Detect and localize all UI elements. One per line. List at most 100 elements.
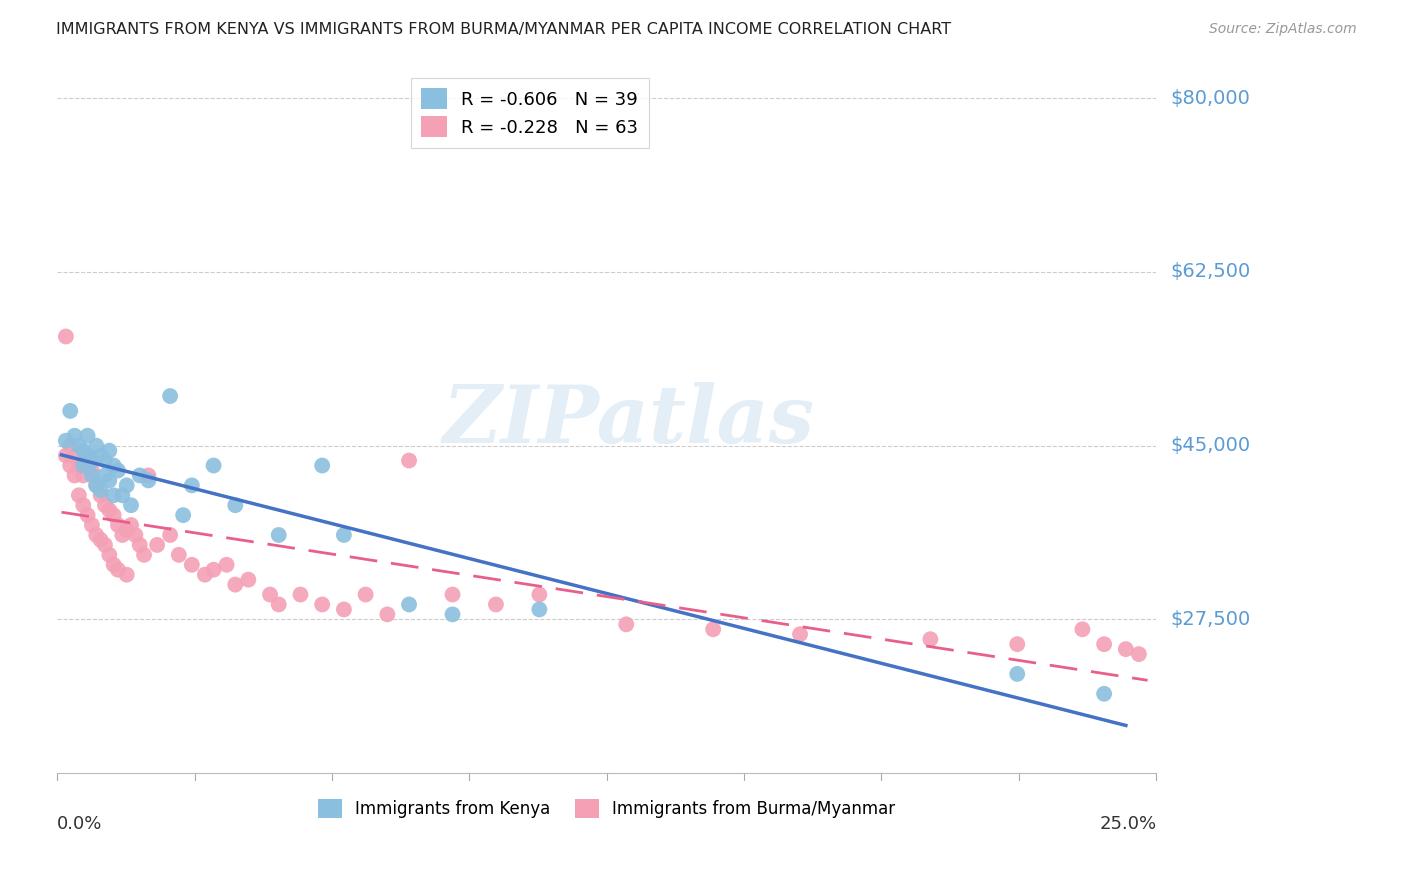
Text: 0.0%: 0.0%: [58, 815, 103, 833]
Point: [103, 458, 125, 473]
Point: [1007, 667, 1029, 681]
Text: $80,000: $80,000: [1170, 89, 1250, 108]
Point: [90, 488, 112, 502]
Point: [94, 468, 117, 483]
Point: [103, 488, 125, 502]
Text: Source: ZipAtlas.com: Source: ZipAtlas.com: [1209, 22, 1357, 37]
Point: [59, 458, 82, 473]
Point: [115, 523, 138, 537]
Point: [115, 478, 138, 492]
Point: [90, 449, 112, 463]
Point: [180, 558, 202, 572]
Point: [94, 498, 117, 512]
Point: [485, 598, 508, 612]
Point: [63, 449, 86, 463]
Point: [1092, 687, 1115, 701]
Point: [146, 538, 169, 552]
Point: [311, 458, 333, 473]
Point: [98, 503, 121, 517]
Point: [80, 468, 103, 483]
Point: [90, 483, 112, 498]
Point: [107, 563, 129, 577]
Point: [76, 508, 98, 523]
Point: [76, 449, 98, 463]
Point: [224, 577, 246, 591]
Point: [63, 429, 86, 443]
Point: [55, 449, 77, 463]
Point: [920, 632, 942, 647]
Point: [614, 617, 637, 632]
Point: [107, 463, 129, 477]
Point: [215, 558, 238, 572]
Text: 25.0%: 25.0%: [1099, 815, 1156, 833]
Point: [120, 518, 142, 533]
Point: [98, 443, 121, 458]
Point: [124, 528, 146, 542]
Point: [789, 627, 811, 641]
Point: [67, 458, 90, 473]
Point: [202, 563, 225, 577]
Point: [159, 389, 181, 403]
Point: [72, 458, 94, 473]
Point: [1115, 642, 1137, 657]
Point: [94, 538, 117, 552]
Point: [441, 607, 464, 622]
Point: [84, 478, 107, 492]
Point: [1007, 637, 1029, 651]
Point: [80, 463, 103, 477]
Point: [72, 498, 94, 512]
Point: [159, 528, 181, 542]
Point: [398, 453, 420, 467]
Legend: Immigrants from Kenya, Immigrants from Burma/Myanmar: Immigrants from Kenya, Immigrants from B…: [312, 792, 901, 825]
Point: [120, 498, 142, 512]
Point: [202, 458, 225, 473]
Point: [90, 533, 112, 547]
Point: [333, 602, 356, 616]
Point: [333, 528, 356, 542]
Text: IMMIGRANTS FROM KENYA VS IMMIGRANTS FROM BURMA/MYANMAR PER CAPITA INCOME CORRELA: IMMIGRANTS FROM KENYA VS IMMIGRANTS FROM…: [56, 22, 952, 37]
Point: [72, 443, 94, 458]
Point: [107, 518, 129, 533]
Point: [267, 528, 290, 542]
Point: [55, 329, 77, 343]
Text: ZIPatlas: ZIPatlas: [443, 382, 814, 459]
Point: [84, 439, 107, 453]
Point: [224, 498, 246, 512]
Point: [111, 488, 134, 502]
Point: [84, 528, 107, 542]
Point: [59, 404, 82, 418]
Text: $45,000: $45,000: [1170, 436, 1250, 455]
Point: [138, 468, 160, 483]
Text: $27,500: $27,500: [1170, 610, 1250, 629]
Point: [59, 439, 82, 453]
Point: [98, 548, 121, 562]
Point: [529, 602, 551, 616]
Point: [1092, 637, 1115, 651]
Point: [55, 434, 77, 448]
Point: [80, 453, 103, 467]
Point: [103, 558, 125, 572]
Point: [76, 429, 98, 443]
Point: [138, 474, 160, 488]
Point: [72, 468, 94, 483]
Point: [398, 598, 420, 612]
Point: [267, 598, 290, 612]
Point: [63, 468, 86, 483]
Point: [354, 588, 377, 602]
Text: $62,500: $62,500: [1170, 262, 1250, 282]
Point: [702, 622, 724, 636]
Point: [111, 528, 134, 542]
Point: [311, 598, 333, 612]
Point: [259, 588, 281, 602]
Point: [103, 508, 125, 523]
Point: [128, 538, 150, 552]
Point: [172, 508, 194, 523]
Point: [290, 588, 312, 602]
Point: [1071, 622, 1094, 636]
Point: [180, 478, 202, 492]
Point: [167, 548, 190, 562]
Point: [194, 567, 217, 582]
Point: [76, 449, 98, 463]
Point: [132, 548, 155, 562]
Point: [529, 588, 551, 602]
